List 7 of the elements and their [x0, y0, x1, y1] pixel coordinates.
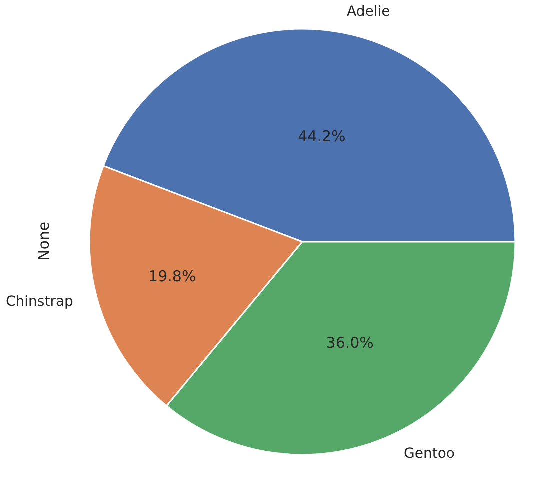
slice-label: Chinstrap — [6, 294, 74, 310]
text: None — [35, 222, 53, 261]
data-label: 36.0% — [326, 334, 374, 352]
slice-label: Gentoo — [404, 446, 455, 462]
data-label: 19.8% — [148, 267, 196, 286]
data-label: 44.2% — [298, 127, 346, 146]
slice-label: Adelie — [347, 4, 390, 20]
